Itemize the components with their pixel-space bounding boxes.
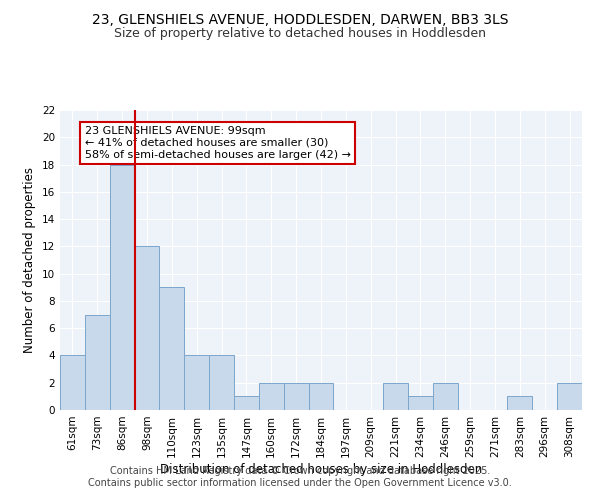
X-axis label: Distribution of detached houses by size in Hoddlesden: Distribution of detached houses by size …	[160, 462, 482, 475]
Bar	[60, 356, 85, 410]
Bar	[383, 382, 408, 410]
Y-axis label: Number of detached properties: Number of detached properties	[23, 167, 37, 353]
Bar	[184, 356, 209, 410]
Text: Contains HM Land Registry data © Crown copyright and database right 2025.
Contai: Contains HM Land Registry data © Crown c…	[88, 466, 512, 487]
Bar	[134, 246, 160, 410]
Bar	[284, 382, 308, 410]
Bar	[508, 396, 532, 410]
Bar	[433, 382, 458, 410]
Bar	[85, 314, 110, 410]
Bar	[408, 396, 433, 410]
Bar	[110, 164, 134, 410]
Text: 23, GLENSHIELS AVENUE, HODDLESDEN, DARWEN, BB3 3LS: 23, GLENSHIELS AVENUE, HODDLESDEN, DARWE…	[92, 12, 508, 26]
Bar	[557, 382, 582, 410]
Bar	[234, 396, 259, 410]
Text: Size of property relative to detached houses in Hoddlesden: Size of property relative to detached ho…	[114, 28, 486, 40]
Bar	[160, 288, 184, 410]
Bar	[259, 382, 284, 410]
Bar	[308, 382, 334, 410]
Text: 23 GLENSHIELS AVENUE: 99sqm
← 41% of detached houses are smaller (30)
58% of sem: 23 GLENSHIELS AVENUE: 99sqm ← 41% of det…	[85, 126, 351, 160]
Bar	[209, 356, 234, 410]
